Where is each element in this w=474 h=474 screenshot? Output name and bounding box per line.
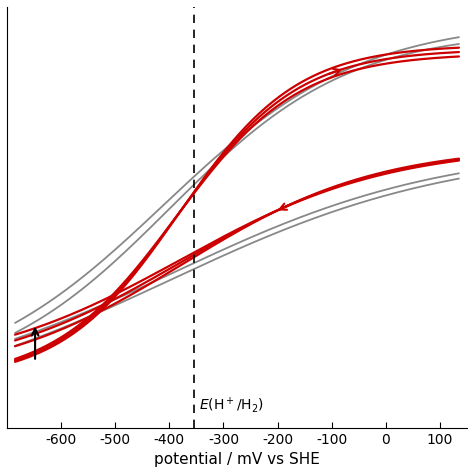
X-axis label: potential / mV vs SHE: potential / mV vs SHE: [154, 452, 320, 467]
Text: $E$(H$^+$/H$_2$): $E$(H$^+$/H$_2$): [199, 395, 264, 415]
